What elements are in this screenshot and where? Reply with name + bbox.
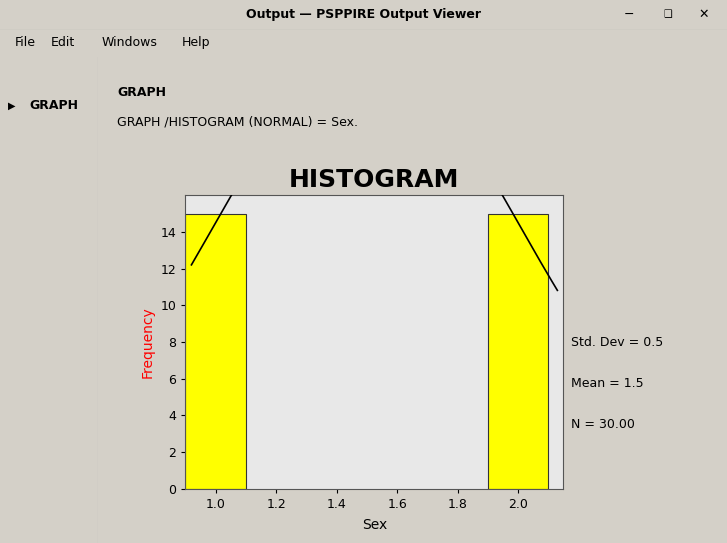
Bar — [185, 214, 246, 489]
Text: −: − — [624, 8, 634, 21]
Title: HISTOGRAM: HISTOGRAM — [289, 168, 459, 192]
Text: ❑: ❑ — [663, 9, 672, 20]
Text: GRAPH: GRAPH — [29, 99, 79, 112]
Text: Help: Help — [182, 36, 210, 49]
X-axis label: Sex: Sex — [362, 517, 387, 532]
Text: Std. Dev = 0.5: Std. Dev = 0.5 — [571, 336, 663, 349]
Text: Mean = 1.5: Mean = 1.5 — [571, 377, 643, 390]
Y-axis label: Frequency: Frequency — [141, 306, 155, 378]
Text: GRAPH /HISTOGRAM (NORMAL) = Sex.: GRAPH /HISTOGRAM (NORMAL) = Sex. — [117, 115, 358, 128]
Text: ✕: ✕ — [699, 8, 709, 21]
Text: GRAPH: GRAPH — [117, 86, 166, 99]
Text: ▶: ▶ — [8, 100, 15, 111]
Text: Output — PSPPIRE Output Viewer: Output — PSPPIRE Output Viewer — [246, 8, 481, 21]
Text: Windows: Windows — [102, 36, 158, 49]
Text: File: File — [15, 36, 36, 49]
Text: N = 30.00: N = 30.00 — [571, 418, 635, 431]
Bar — [488, 214, 548, 489]
Text: Edit: Edit — [51, 36, 75, 49]
